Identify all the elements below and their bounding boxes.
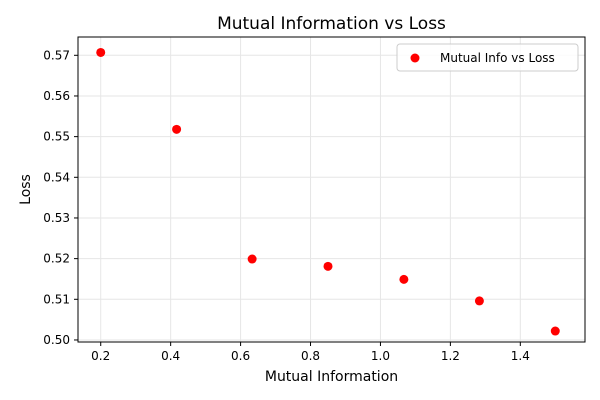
chart-title: Mutual Information vs Loss bbox=[217, 14, 446, 34]
data-point bbox=[474, 296, 484, 306]
x-tick-label: 1.0 bbox=[371, 349, 390, 363]
data-point bbox=[399, 274, 409, 284]
x-tick-label: 0.2 bbox=[91, 349, 110, 363]
x-axis-title: Mutual Information bbox=[265, 369, 398, 385]
x-axis-ticks: 0.2 0.4 0.6 0.8 1.0 1.2 1.4 bbox=[91, 342, 530, 363]
data-point bbox=[323, 261, 333, 271]
y-tick-label: 0.52 bbox=[43, 252, 70, 266]
data-point bbox=[550, 326, 560, 336]
legend-marker bbox=[410, 53, 420, 63]
y-tick-label: 0.51 bbox=[43, 292, 70, 306]
y-tick-label: 0.50 bbox=[43, 333, 70, 347]
data-point bbox=[96, 47, 106, 57]
x-tick-label: 0.4 bbox=[161, 349, 180, 363]
data-point bbox=[247, 254, 257, 264]
plot-frame bbox=[77, 36, 586, 343]
grid-lines bbox=[78, 37, 585, 342]
legend: Mutual Info vs Loss bbox=[396, 43, 579, 72]
x-tick-label: 1.4 bbox=[511, 349, 530, 363]
data-points bbox=[96, 47, 560, 336]
legend-box bbox=[396, 43, 579, 72]
y-tick-label: 0.57 bbox=[43, 48, 70, 62]
x-tick-label: 0.8 bbox=[301, 349, 320, 363]
y-tick-label: 0.55 bbox=[43, 130, 70, 144]
legend-label: Mutual Info vs Loss bbox=[440, 51, 555, 65]
y-tick-label: 0.56 bbox=[43, 89, 70, 103]
x-tick-label: 1.2 bbox=[441, 349, 460, 363]
data-point bbox=[172, 124, 182, 134]
x-tick-label: 0.6 bbox=[231, 349, 250, 363]
y-tick-label: 0.54 bbox=[43, 170, 70, 184]
y-tick-label: 0.53 bbox=[43, 211, 70, 225]
y-axis-ticks: 0.50 0.51 0.52 0.53 0.54 0.55 0.56 0.57 bbox=[43, 48, 78, 347]
y-axis-title: Loss bbox=[18, 174, 34, 205]
